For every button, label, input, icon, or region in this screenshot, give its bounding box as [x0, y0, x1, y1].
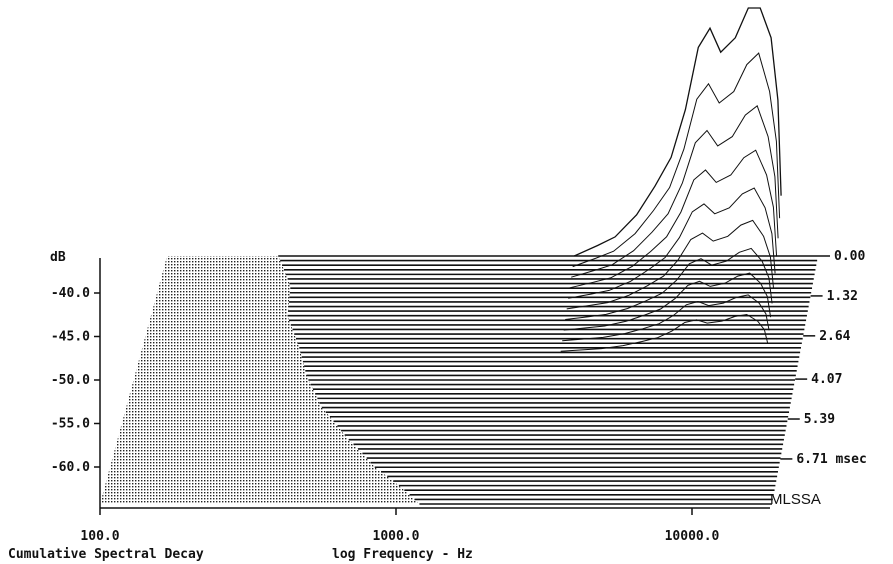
decay-slice-response	[572, 52, 781, 268]
axes: -40.0 -45.0 -50.0 -55.0 -60.0 100.0 1000.0 1000…	[51, 249, 867, 544]
x-tick-label: 100.0	[80, 529, 119, 544]
ylabel: dB	[50, 250, 66, 265]
decay-slice-response	[571, 104, 779, 278]
decay-slice-response	[569, 149, 778, 289]
decay-slice-response	[568, 187, 776, 299]
time-tick-label: 4.07	[811, 372, 842, 387]
invalid-region-floor	[100, 256, 420, 504]
x-tick-label: 1000.0	[373, 529, 420, 544]
time-tick-label: 2.64	[819, 329, 850, 344]
floor-layer	[100, 256, 420, 504]
decay-slice-response	[562, 294, 770, 342]
decay-slice-response	[565, 247, 773, 320]
time-tick-label: 5.39	[804, 412, 835, 427]
decay-slice-response	[560, 313, 769, 352]
decay-slice-response	[566, 219, 775, 310]
x-tick-label: 10000.0	[665, 529, 720, 544]
time-tick-label: 0.00	[834, 249, 865, 264]
decay-slice-response	[563, 272, 772, 331]
y-tick-label: -45.0	[51, 330, 90, 345]
time-tick-label: 1.32	[827, 289, 858, 304]
xlabel: log Frequency - Hz	[332, 547, 473, 562]
y-tick-label: -50.0	[51, 373, 90, 388]
first-slice-response	[573, 7, 782, 257]
software-label: MLSSA	[770, 491, 821, 508]
decay-slices	[278, 7, 818, 505]
y-tick-label: -55.0	[51, 417, 90, 432]
y-tick-label: -40.0	[51, 286, 90, 301]
time-tick-label: 6.71 msec	[796, 452, 866, 467]
y-tick-label: -60.0	[51, 460, 90, 475]
chart-title: Cumulative Spectral Decay	[8, 547, 204, 562]
